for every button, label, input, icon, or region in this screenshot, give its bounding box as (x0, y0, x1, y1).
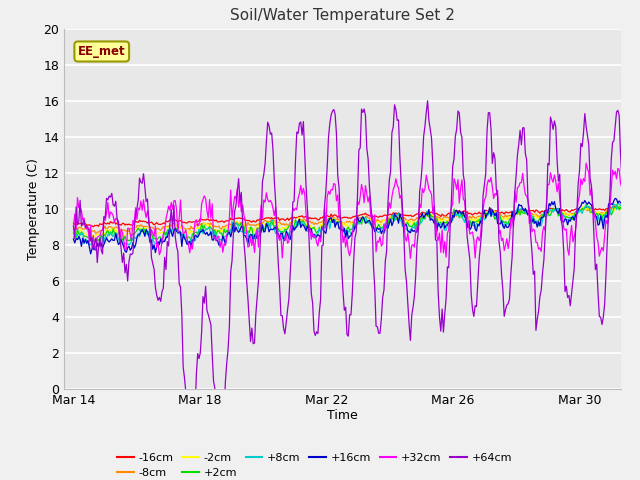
Line: -8cm: -8cm (74, 206, 640, 235)
+32cm (522, 192, 529, 197)
-8cm (401, 216, 409, 221)
-2cm (466, 216, 474, 222)
+16cm (639, 201, 640, 206)
+2cm (509, 213, 517, 219)
+8cm (509, 217, 517, 223)
+32cm (509, 224, 517, 229)
-2cm (593, 210, 600, 216)
+32cm (582, 160, 590, 166)
-16cm (466, 210, 474, 216)
X-axis label: Time: Time (327, 409, 358, 422)
+32cm (466, 231, 474, 237)
Line: +2cm: +2cm (74, 204, 640, 241)
+64cm (70, 223, 77, 229)
-2cm (401, 220, 409, 226)
-16cm (70, 220, 77, 226)
+64cm (113, 216, 121, 222)
+16cm (401, 222, 409, 228)
-16cm (639, 203, 640, 209)
+16cm (522, 205, 529, 211)
+64cm (511, 190, 518, 195)
+2cm (594, 214, 602, 220)
Line: +8cm: +8cm (74, 203, 640, 247)
+64cm (639, 170, 640, 176)
+32cm (113, 216, 121, 222)
+8cm (115, 236, 122, 241)
+2cm (88, 239, 96, 244)
+2cm (639, 206, 640, 212)
+16cm (87, 251, 95, 257)
+8cm (522, 210, 529, 216)
-2cm (639, 203, 640, 208)
-8cm (617, 204, 625, 209)
-8cm (509, 211, 517, 216)
+16cm (611, 195, 619, 201)
+8cm (614, 200, 621, 206)
+8cm (401, 226, 409, 231)
+64cm (467, 291, 475, 297)
Title: Soil/Water Temperature Set 2: Soil/Water Temperature Set 2 (230, 9, 455, 24)
+16cm (593, 215, 600, 220)
Line: -2cm: -2cm (74, 205, 640, 238)
+2cm (115, 230, 122, 236)
Line: -16cm: -16cm (74, 205, 640, 227)
+32cm (70, 223, 77, 229)
-2cm (509, 213, 517, 219)
+32cm (406, 255, 414, 261)
+16cm (466, 227, 474, 232)
+8cm (593, 216, 600, 222)
-2cm (115, 231, 122, 237)
-16cm (509, 209, 517, 215)
Legend: -16cm, -8cm, -2cm, +2cm, +8cm, +16cm, +32cm, +64cm: -16cm, -8cm, -2cm, +2cm, +8cm, +16cm, +3… (113, 448, 516, 480)
-2cm (90, 235, 97, 240)
+64cm (219, 445, 227, 451)
-8cm (593, 211, 600, 216)
+32cm (594, 239, 602, 245)
+8cm (639, 207, 640, 213)
+2cm (70, 230, 77, 236)
-8cm (115, 226, 122, 231)
-16cm (401, 213, 409, 218)
+64cm (594, 289, 602, 295)
Text: EE_met: EE_met (78, 45, 125, 58)
+64cm (401, 267, 409, 273)
+32cm (639, 187, 640, 193)
+16cm (70, 236, 77, 242)
-8cm (522, 211, 529, 216)
-16cm (522, 208, 529, 214)
+8cm (70, 236, 77, 241)
+16cm (115, 241, 122, 247)
-16cm (115, 222, 122, 228)
+2cm (582, 202, 590, 207)
+64cm (424, 98, 431, 104)
-2cm (70, 229, 77, 235)
-16cm (612, 203, 620, 208)
-16cm (90, 224, 97, 230)
+2cm (466, 217, 474, 223)
+64cm (523, 157, 531, 163)
Y-axis label: Temperature (C): Temperature (C) (28, 158, 40, 260)
-2cm (522, 209, 529, 215)
-8cm (639, 205, 640, 211)
Line: +32cm: +32cm (74, 163, 640, 258)
+8cm (466, 221, 474, 227)
-8cm (92, 232, 100, 238)
+2cm (401, 221, 409, 227)
-8cm (466, 214, 474, 219)
+2cm (522, 209, 529, 215)
Line: +16cm: +16cm (74, 198, 640, 254)
+32cm (400, 217, 408, 223)
+16cm (509, 218, 517, 224)
-16cm (593, 207, 600, 213)
Line: +64cm: +64cm (74, 101, 640, 448)
-8cm (70, 227, 77, 232)
+8cm (91, 244, 99, 250)
